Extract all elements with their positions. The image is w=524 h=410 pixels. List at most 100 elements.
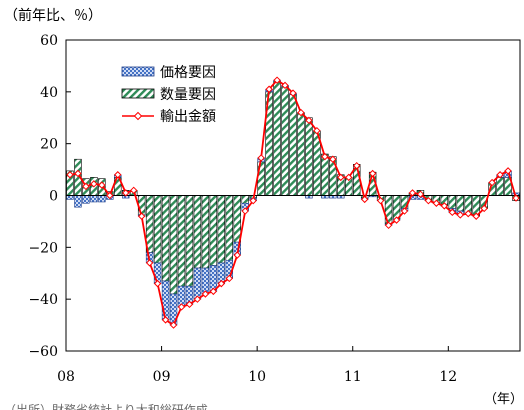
bar-price bbox=[161, 280, 170, 321]
line-total-marker bbox=[169, 321, 178, 329]
y-tick-label: 60 bbox=[40, 33, 58, 49]
line-series bbox=[66, 76, 520, 329]
bar-price bbox=[66, 195, 74, 200]
line-total-marker bbox=[233, 251, 241, 259]
line-total-marker bbox=[297, 108, 305, 117]
y-tick-label: 40 bbox=[40, 85, 58, 101]
x-tick-label: 10 bbox=[248, 369, 266, 385]
line-total-marker bbox=[321, 152, 329, 161]
line-total-marker bbox=[384, 221, 393, 230]
line-total-marker bbox=[488, 178, 496, 187]
bar-volume bbox=[496, 177, 504, 196]
bar-volume bbox=[225, 195, 234, 261]
y-tick-label: −20 bbox=[28, 240, 58, 256]
line-total-marker bbox=[480, 204, 488, 213]
line-total-marker bbox=[185, 300, 194, 309]
line-total-marker bbox=[137, 212, 146, 220]
line-total-marker bbox=[448, 208, 457, 217]
x-axis-tick-labels: 08 09 10 11 12 bbox=[57, 369, 457, 385]
line-total-marker bbox=[225, 274, 233, 283]
y-tick-label: 20 bbox=[40, 137, 58, 153]
line-total-marker bbox=[74, 169, 82, 178]
line-total-marker bbox=[82, 182, 90, 191]
bar-volume bbox=[273, 81, 281, 196]
line-total-marker bbox=[313, 127, 321, 135]
line-total-marker bbox=[368, 169, 377, 178]
bar-volume bbox=[305, 117, 313, 196]
bar-volume bbox=[209, 195, 218, 266]
bar-price bbox=[74, 195, 82, 208]
line-total-marker bbox=[496, 171, 504, 179]
axis-ticks bbox=[66, 39, 449, 352]
line-total-marker bbox=[201, 290, 210, 298]
line-total-marker bbox=[345, 173, 353, 182]
bar-volume bbox=[448, 195, 457, 209]
x-tick-label: 12 bbox=[439, 369, 457, 385]
x-tick-label: 09 bbox=[153, 369, 171, 385]
y-axis-tick-labels: 60 40 20 0 −20 −40 −60 bbox=[28, 33, 58, 360]
line-total-marker bbox=[249, 196, 257, 205]
bar-price bbox=[209, 265, 218, 292]
legend-label-price: 価格要因 bbox=[160, 65, 216, 81]
bar-volume bbox=[241, 195, 249, 204]
source-note: （出所）財務省統計より大和総研作成 bbox=[4, 402, 208, 410]
bar-volume bbox=[193, 195, 202, 269]
bar-volume bbox=[392, 195, 401, 220]
bar-volume bbox=[297, 112, 305, 196]
bar-price bbox=[193, 267, 202, 300]
line-total-marker bbox=[337, 173, 345, 182]
bar-price bbox=[98, 195, 106, 203]
legend-marker-total bbox=[133, 111, 143, 121]
bar-volume bbox=[177, 195, 186, 287]
bar-volume bbox=[153, 195, 162, 264]
line-total-marker bbox=[145, 259, 154, 267]
line-total-marker bbox=[281, 81, 289, 90]
line-total-marker bbox=[241, 207, 249, 215]
line-total-marker bbox=[353, 161, 361, 170]
line-total-marker bbox=[305, 116, 313, 125]
y-unit-label: （前年比、％） bbox=[4, 7, 102, 24]
line-total-marker bbox=[129, 186, 138, 195]
line-total-marker bbox=[464, 209, 472, 218]
line-total-marker bbox=[360, 195, 369, 204]
bar-volume bbox=[201, 195, 210, 269]
legend-swatch-price bbox=[121, 66, 155, 77]
line-total-marker bbox=[416, 190, 425, 198]
line-total-marker bbox=[408, 189, 417, 197]
line-total-marker bbox=[329, 155, 337, 163]
line-total-marker bbox=[193, 295, 202, 303]
bar-price bbox=[82, 195, 90, 204]
y-tick-label: −40 bbox=[28, 292, 58, 308]
line-total-marker bbox=[472, 212, 480, 220]
bar-volume bbox=[217, 195, 226, 264]
line-total-marker bbox=[289, 89, 297, 97]
line-total-marker bbox=[106, 191, 114, 200]
bar-volume bbox=[169, 195, 178, 295]
x-axis-label: （年） bbox=[484, 392, 523, 407]
bar-volume bbox=[161, 195, 170, 282]
line-total-marker bbox=[122, 189, 130, 197]
legend-swatch-volume bbox=[121, 88, 155, 99]
line-total-marker bbox=[161, 316, 170, 324]
x-tick-label: 11 bbox=[344, 369, 362, 385]
bar-price bbox=[90, 195, 98, 203]
bar-volume bbox=[233, 195, 241, 243]
line-total-marker bbox=[392, 216, 401, 224]
line-total-marker bbox=[440, 202, 449, 210]
bar-series bbox=[66, 79, 520, 326]
line-total-marker bbox=[90, 180, 98, 188]
line-total-marker bbox=[400, 207, 409, 215]
line-total-marker bbox=[504, 167, 512, 175]
bar-price bbox=[201, 267, 210, 295]
line-total-marker bbox=[273, 76, 281, 84]
line-total-marker bbox=[98, 181, 106, 189]
legend: 価格要因 数量要因 輸出金額 bbox=[121, 65, 216, 125]
line-total-marker bbox=[114, 171, 122, 179]
line-total-marker bbox=[209, 287, 218, 296]
line-total-marker bbox=[424, 196, 433, 205]
legend-label-volume: 数量要因 bbox=[160, 87, 216, 103]
line-total-marker bbox=[153, 279, 162, 288]
line-total-marker bbox=[376, 196, 385, 205]
legend-label-total: 輸出金額 bbox=[160, 109, 216, 125]
